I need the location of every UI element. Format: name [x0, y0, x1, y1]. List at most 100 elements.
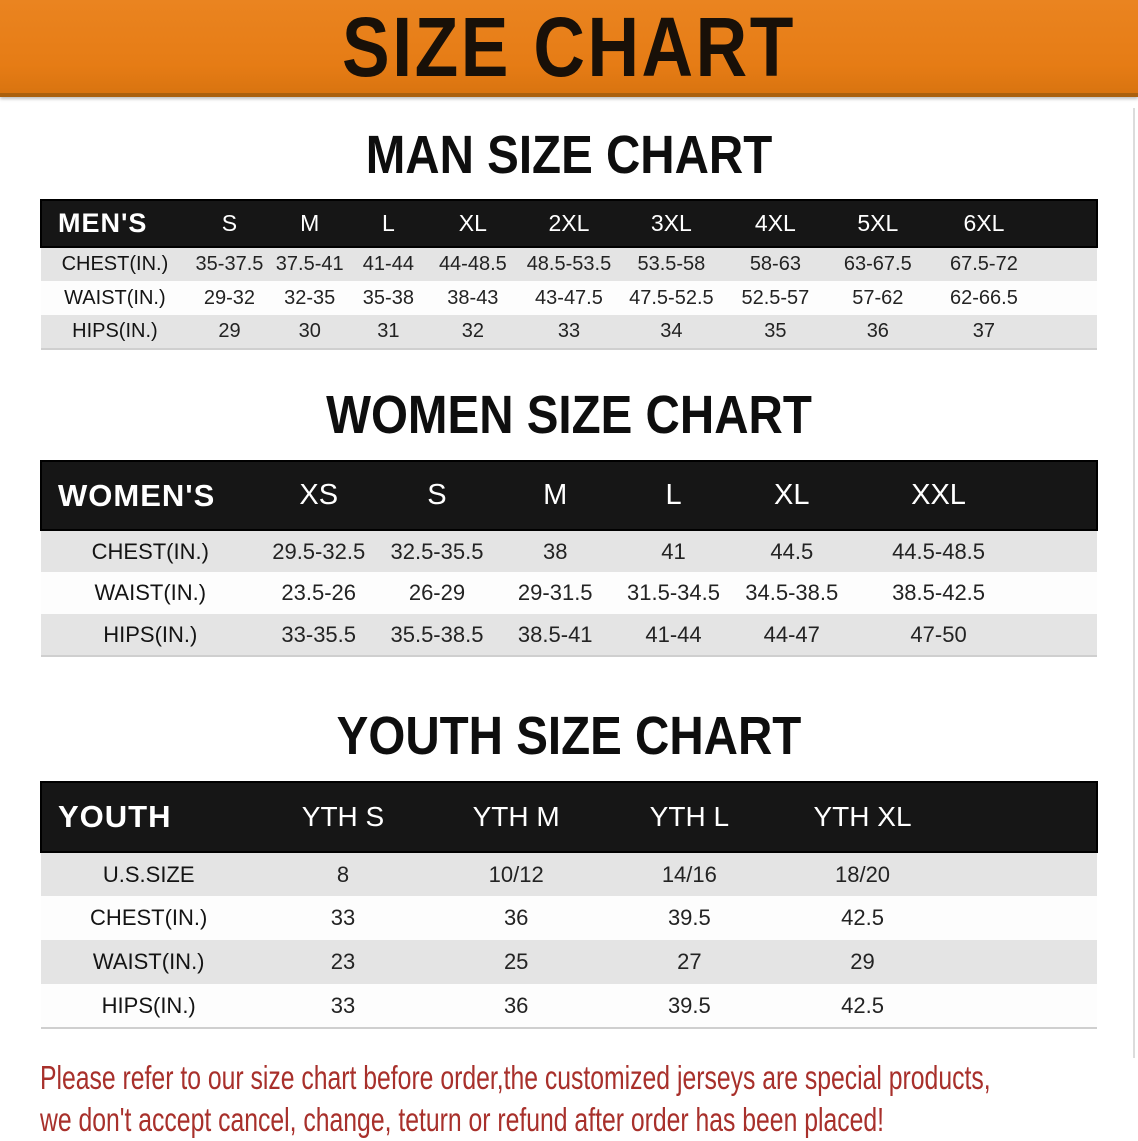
- size-cell: 36: [503, 992, 529, 1018]
- column-header: 2XL: [518, 199, 620, 248]
- filler-cell: [949, 984, 1097, 1028]
- table-row: HIPS(IN.) 33-35.5 35.5-38.5 38.5-41 41-44 44-…: [41, 614, 1097, 656]
- size-cell: 32: [461, 320, 484, 342]
- youth-section: YOUTH SIZE CHART YOUTH YTH S YTH M YTH L YTH…: [0, 709, 1138, 1029]
- table-corner-label: WOMEN'S: [40, 460, 260, 531]
- size-cell: 47.5-52.5: [629, 286, 714, 309]
- size-cell: 39.5: [667, 905, 711, 930]
- table-header-row: YOUTH YTH S YTH M YTH L YTH XL: [39, 781, 1098, 853]
- size-cell: 29.5-32.5: [272, 538, 366, 564]
- size-cell: 32.5-35.5: [390, 538, 484, 564]
- size-cell: 48.5-53.5: [526, 253, 612, 275]
- disclaimer-line-1: Please refer to our size chart before or…: [40, 1059, 991, 1096]
- size-cell: 41-44: [645, 621, 702, 647]
- size-cell: 34: [660, 320, 683, 342]
- table-header-row: WOMEN'S XS S M L XL XXL: [40, 460, 1098, 531]
- size-cell: 41: [661, 538, 686, 564]
- size-cell: 31: [377, 320, 400, 342]
- row-label: CHEST(IN.): [90, 905, 208, 930]
- size-cell: 38-43: [447, 286, 499, 309]
- filler-cell: [1040, 281, 1097, 315]
- size-cell: 37: [972, 320, 996, 342]
- disclaimer-line-2: we don't accept cancel, change, teturn o…: [40, 1101, 885, 1138]
- size-cell: 18/20: [834, 861, 891, 887]
- size-cell: 31.5-34.5: [627, 580, 720, 605]
- size-cell: 44.5-48.5: [892, 538, 986, 564]
- row-label: U.S.SIZE: [102, 861, 195, 887]
- column-header: M: [270, 199, 350, 248]
- banner: SIZE CHART: [0, 0, 1138, 97]
- row-label: HIPS(IN.): [101, 992, 196, 1018]
- size-cell: 37.5-41: [275, 253, 344, 275]
- men-size-table: MEN'S S M L XL 2XL 3XL 4XL 5XL 6XL CHEST(IN.) 35-37…: [40, 199, 1099, 350]
- size-cell: 63-67.5: [843, 253, 912, 275]
- table-row: HIPS(IN.) 33 36 39.5 42.5: [41, 984, 1097, 1028]
- size-cell: 27: [677, 949, 702, 974]
- column-header: L: [614, 460, 733, 531]
- page-title: SIZE CHART: [302, 5, 836, 89]
- filler-cell: [1026, 572, 1097, 614]
- column-header: XS: [259, 460, 378, 531]
- column-header: XL: [732, 460, 851, 531]
- filler-cell: [1040, 315, 1097, 349]
- column-header: S: [188, 199, 271, 248]
- size-cell: 34.5-38.5: [745, 580, 839, 605]
- size-cell: 42.5: [841, 992, 884, 1018]
- men-section: MAN SIZE CHART MEN'S S M L XL 2XL 3XL 4XL 5XL 6XL…: [0, 128, 1138, 350]
- size-cell: 38: [543, 538, 568, 564]
- right-edge-divider: [1133, 108, 1135, 1058]
- size-cell: 44.5: [770, 538, 814, 564]
- size-cell: 52.5-57: [741, 286, 810, 309]
- column-header: YTH XL: [775, 781, 950, 853]
- filler-cell: [949, 896, 1097, 940]
- filler-cell: [1026, 460, 1098, 531]
- filler-cell: [1040, 247, 1097, 281]
- column-header: 4XL: [723, 199, 828, 248]
- size-cell: 36: [503, 905, 529, 930]
- women-section: WOMEN SIZE CHART WOMEN'S XS S M L XL XXL CHEST(…: [0, 388, 1138, 657]
- size-cell: 26-29: [408, 580, 466, 605]
- size-cell: 53.5-58: [637, 253, 706, 275]
- size-cell: 29: [218, 320, 241, 342]
- table-row: WAIST(IN.) 23.5-26 26-29 29-31.5 31.5-34.5 34…: [41, 572, 1097, 614]
- filler-cell: [949, 852, 1097, 896]
- table-row: U.S.SIZE 8 10/12 14/16 18/20: [41, 852, 1097, 896]
- column-header: M: [496, 460, 615, 531]
- size-cell: 35-38: [362, 286, 414, 309]
- disclaimer: Please refer to our size chart before or…: [40, 1057, 1138, 1141]
- size-cell: 25: [503, 949, 529, 974]
- size-cell: 33: [330, 905, 356, 930]
- column-header: L: [349, 199, 428, 248]
- filler-cell: [1039, 199, 1099, 248]
- column-header: S: [377, 460, 497, 531]
- women-size-table: WOMEN'S XS S M L XL XXL CHEST(IN.) 29.5-32.5 32.5…: [40, 460, 1098, 657]
- table-row: CHEST(IN.) 29.5-32.5 32.5-35.5 38 41 44.5 44.5…: [41, 530, 1097, 572]
- table-row: WAIST(IN.) 29-32 32-35 35-38 38-43 43-47.5 47.…: [41, 281, 1097, 315]
- table-row: WAIST(IN.) 23 25 27 29: [41, 940, 1097, 984]
- size-cell: 30: [298, 320, 321, 342]
- youth-section-title-text: YOUTH SIZE CHART: [336, 706, 802, 766]
- table-corner-label: MEN'S: [40, 199, 189, 248]
- size-cell: 62-66.5: [950, 286, 1018, 309]
- row-label: HIPS(IN.): [72, 320, 158, 342]
- size-cell: 41-44: [362, 253, 414, 275]
- youth-size-table: YOUTH YTH S YTH M YTH L YTH XL U.S.SIZE 8 10/12…: [39, 781, 1098, 1029]
- size-cell: 14/16: [661, 861, 717, 887]
- size-cell: 35: [764, 320, 787, 342]
- size-cell: 23: [330, 949, 356, 974]
- column-header: YTH S: [256, 781, 430, 853]
- size-cell: 44-47: [763, 621, 820, 647]
- table-header-row: MEN'S S M L XL 2XL 3XL 4XL 5XL 6XL: [40, 199, 1099, 248]
- table-row: HIPS(IN.) 29 30 31 32 33 34 35 36 37: [41, 315, 1097, 349]
- women-section-title: WOMEN SIZE CHART: [0, 388, 1138, 442]
- column-header: XL: [427, 199, 519, 248]
- size-cell: 38.5-42.5: [892, 580, 986, 605]
- column-header: YTH L: [602, 781, 776, 853]
- column-header: 5XL: [827, 199, 928, 248]
- row-label: CHEST(IN.): [61, 253, 169, 275]
- row-label: CHEST(IN.): [91, 538, 209, 564]
- filler-cell: [949, 940, 1097, 984]
- size-cell: 67.5-72: [950, 253, 1018, 275]
- men-section-title: MAN SIZE CHART: [0, 128, 1138, 182]
